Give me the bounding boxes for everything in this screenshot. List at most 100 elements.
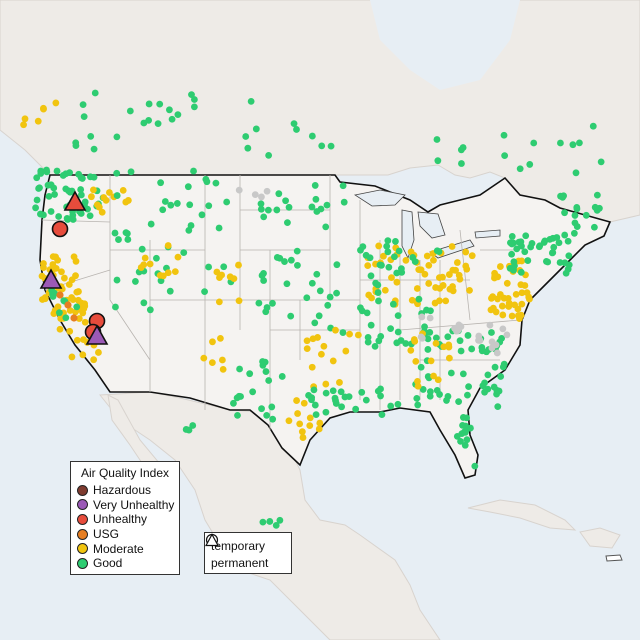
monitor-dot[interactable] [332,326,339,334]
monitor-dot[interactable] [164,269,172,277]
monitor-dot[interactable] [58,268,65,276]
monitor-dot[interactable] [33,174,41,182]
monitor-dot[interactable] [430,372,437,380]
monitor-dot[interactable] [166,106,173,114]
monitor-dot[interactable] [315,312,323,320]
monitor-dot[interactable] [50,310,58,318]
monitor-dot[interactable] [235,261,242,269]
monitor-dot[interactable] [322,389,330,397]
monitor-dot[interactable] [115,236,122,243]
monitor-dot[interactable] [72,272,79,280]
monitor-dot[interactable] [446,285,454,293]
monitor-dot[interactable] [387,325,394,333]
monitor-dot[interactable] [413,395,421,402]
monitor-dot[interactable] [140,299,148,307]
monitor-dot[interactable] [203,178,211,186]
monitor-dot[interactable] [411,337,419,345]
monitor-dot[interactable] [251,191,259,199]
monitor-dot[interactable] [457,437,464,445]
monitor-dot[interactable] [417,363,425,371]
monitor-dot[interactable] [409,254,417,261]
monitor-dot[interactable] [372,279,380,287]
monitor-dot[interactable] [570,229,578,237]
monitor-dot[interactable] [436,284,444,292]
monitor-dot[interactable] [262,368,270,375]
monitor-dot[interactable] [549,249,557,256]
monitor-dot[interactable] [80,305,88,313]
monitor-dot[interactable] [340,198,348,206]
monitor-dot[interactable] [263,304,271,311]
monitor-dot[interactable] [572,169,580,177]
monitor-dot[interactable] [434,157,442,165]
monitor-dot[interactable] [38,272,46,280]
monitor-dot[interactable] [571,212,579,219]
monitor-dot[interactable] [247,97,255,105]
monitor-dot[interactable] [458,160,465,167]
monitor-dot[interactable] [564,265,572,273]
monitor-dot[interactable] [597,158,605,166]
monitor-dot[interactable] [498,334,506,342]
monitor-dot[interactable] [293,126,300,133]
monitor-dot[interactable] [201,288,208,296]
monitor-dot[interactable] [553,234,561,241]
monitor-dot[interactable] [374,387,382,395]
monitor-dot[interactable] [62,170,70,178]
monitor-triangle-marker[interactable] [39,268,63,289]
monitor-dot[interactable] [216,274,223,281]
monitor-dot[interactable] [35,185,43,192]
monitor-dot[interactable] [444,333,452,341]
monitor-dot[interactable] [124,236,132,243]
monitor-dot[interactable] [242,133,250,140]
monitor-dot[interactable] [481,388,488,396]
monitor-dot[interactable] [21,115,29,123]
monitor-dot[interactable] [72,142,80,149]
monitor-dot[interactable] [223,198,231,206]
monitor-dot[interactable] [555,239,563,247]
monitor-dot[interactable] [174,111,182,119]
monitor-dot[interactable] [88,193,95,201]
monitor-dot[interactable] [518,289,526,297]
monitor-dot[interactable] [394,400,402,408]
monitor-dot[interactable] [499,363,507,371]
monitor-dot[interactable] [378,261,385,269]
monitor-dot[interactable] [126,107,134,115]
monitor-dot[interactable] [329,387,337,395]
monitor-dot[interactable] [521,248,529,256]
monitor-dot[interactable] [462,262,470,270]
monitor-dot[interactable] [84,205,91,213]
monitor-dot[interactable] [316,419,324,427]
monitor-dot[interactable] [282,197,289,205]
monitor-dot[interactable] [418,334,426,342]
monitor-dot[interactable] [364,333,372,341]
monitor-dot[interactable] [283,280,291,288]
monitor-dot[interactable] [414,382,422,390]
monitor-dot[interactable] [582,211,590,219]
monitor-dot[interactable] [364,338,372,346]
monitor-dot[interactable] [371,342,379,350]
monitor-dot[interactable] [190,96,198,103]
monitor-dot[interactable] [33,196,41,204]
monitor-dot[interactable] [182,426,190,433]
monitor-dot[interactable] [303,294,311,302]
monitor-circle-marker[interactable] [51,220,69,238]
monitor-dot[interactable] [230,275,238,283]
monitor-dot[interactable] [468,345,476,353]
monitor-dot[interactable] [276,516,284,524]
monitor-dot[interactable] [269,299,276,307]
monitor-dot[interactable] [49,261,57,268]
monitor-dot[interactable] [299,434,307,441]
monitor-dot[interactable] [235,186,243,194]
monitor-dot[interactable] [184,183,192,191]
monitor-dot[interactable] [174,253,182,261]
monitor-dot[interactable] [402,257,410,264]
monitor-dot[interactable] [468,252,476,260]
monitor-dot[interactable] [311,182,319,189]
monitor-dot[interactable] [514,305,522,313]
monitor-dot[interactable] [95,349,102,356]
monitor-dot[interactable] [113,133,121,141]
monitor-dot[interactable] [352,405,360,413]
monitor-dot[interactable] [235,297,243,305]
monitor-dot[interactable] [180,249,188,257]
monitor-dot[interactable] [524,257,532,264]
monitor-dot[interactable] [189,422,197,429]
